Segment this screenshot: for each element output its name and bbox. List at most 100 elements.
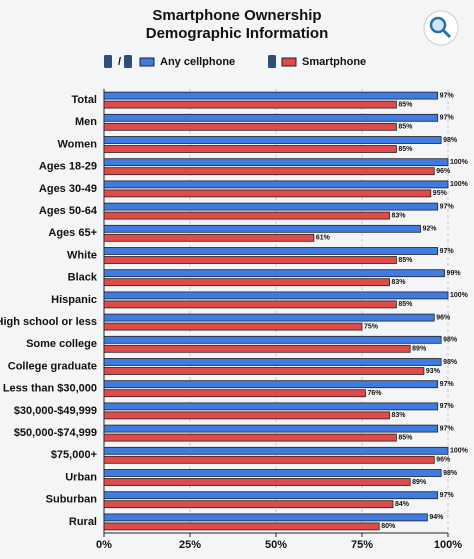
bar [103, 411, 390, 420]
bar [103, 158, 449, 167]
bar [103, 211, 390, 220]
y-tick-label: Black [68, 272, 98, 284]
value-label: 83% [392, 212, 407, 219]
value-label: 85% [398, 101, 413, 108]
y-tick-label: Ages 50-64 [39, 205, 98, 217]
value-label: 94% [429, 514, 444, 521]
bar [103, 202, 439, 211]
value-label: 97% [440, 381, 455, 388]
bar [103, 446, 449, 455]
y-tick-label: Ages 18-29 [39, 161, 97, 173]
value-label: 84% [395, 501, 410, 508]
bar [103, 136, 442, 144]
legend-swatch [139, 57, 155, 67]
value-label: 97% [440, 248, 455, 255]
value-label: 97% [440, 92, 455, 99]
value-label: 89% [412, 346, 427, 353]
value-label: 85% [398, 124, 413, 131]
value-label: 99% [447, 270, 462, 277]
bar [103, 247, 439, 255]
value-label: 85% [398, 257, 413, 264]
search-icon[interactable] [423, 10, 459, 46]
bar [103, 322, 363, 331]
bar [103, 358, 442, 366]
value-label: 96% [436, 457, 451, 464]
bar [103, 335, 442, 344]
value-label: 85% [398, 301, 413, 308]
y-tick-label: Suburban [46, 494, 98, 506]
y-tick-label: High school or less [0, 316, 97, 328]
y-tick-label: Some college [26, 338, 97, 350]
value-label: 83% [392, 279, 407, 286]
value-label: 100% [450, 159, 469, 166]
bar [103, 180, 449, 189]
x-tick-label: 50% [265, 539, 287, 551]
value-label: 98% [443, 337, 458, 344]
bar [103, 455, 435, 464]
bar [103, 278, 390, 287]
value-label: 85% [398, 146, 413, 153]
y-tick-label: Women [57, 138, 97, 150]
legend-swatch [281, 57, 297, 67]
bar [103, 513, 428, 522]
bar [103, 402, 439, 411]
y-tick-label: Urban [65, 471, 97, 483]
value-label: 75% [364, 323, 379, 330]
bar [103, 269, 445, 278]
bar [103, 344, 411, 353]
value-label: 97% [440, 403, 455, 410]
y-tick-label: Men [75, 116, 97, 128]
y-tick-label: Ages 30-49 [39, 183, 97, 195]
bar [103, 224, 421, 233]
bar [103, 300, 397, 309]
value-label: 92% [422, 226, 437, 233]
y-tick-label: Hispanic [51, 294, 97, 306]
legend-label: Any cellphone [160, 56, 235, 68]
value-label: 93% [426, 368, 441, 375]
value-label: 98% [443, 359, 458, 366]
x-tick-label: 100% [434, 539, 462, 551]
value-label: 96% [436, 314, 451, 321]
bar [103, 478, 411, 486]
y-tick-label: College graduate [8, 360, 97, 372]
bar [103, 145, 397, 153]
bar [103, 122, 397, 131]
bar [103, 91, 439, 100]
phone-icon [268, 55, 276, 68]
value-label: 83% [392, 412, 407, 419]
value-label: 95% [433, 190, 448, 197]
value-label: 100% [450, 181, 469, 188]
value-label: 97% [440, 425, 455, 432]
value-label: 97% [440, 492, 455, 499]
legend-slash: / [118, 56, 121, 68]
value-label: 85% [398, 434, 413, 441]
bar [103, 167, 435, 176]
y-tick-label: $30,000-$49,999 [14, 405, 97, 417]
x-tick-label: 25% [179, 539, 201, 551]
value-label: 76% [367, 390, 382, 397]
value-label: 89% [412, 479, 427, 486]
bar [103, 522, 380, 531]
bar [103, 424, 439, 433]
bar [103, 189, 432, 198]
x-tick-label: 75% [351, 539, 373, 551]
value-label: 61% [316, 235, 331, 242]
phone-icon [104, 55, 112, 68]
value-label: 98% [443, 137, 458, 144]
legend-label: Smartphone [302, 56, 366, 68]
bar [103, 256, 397, 264]
bar [103, 491, 439, 500]
search-handle [441, 28, 452, 39]
y-tick-label: White [67, 249, 97, 261]
legend-icons: / [104, 55, 276, 68]
value-label: 98% [443, 470, 458, 477]
bar [103, 291, 449, 300]
y-tick-label: Total [72, 94, 97, 106]
value-label: 96% [436, 168, 451, 175]
bar [103, 113, 439, 122]
bar [103, 367, 425, 375]
value-label: 100% [450, 292, 469, 299]
y-tick-label: $50,000-$74,999 [14, 427, 97, 439]
bar [103, 233, 315, 242]
